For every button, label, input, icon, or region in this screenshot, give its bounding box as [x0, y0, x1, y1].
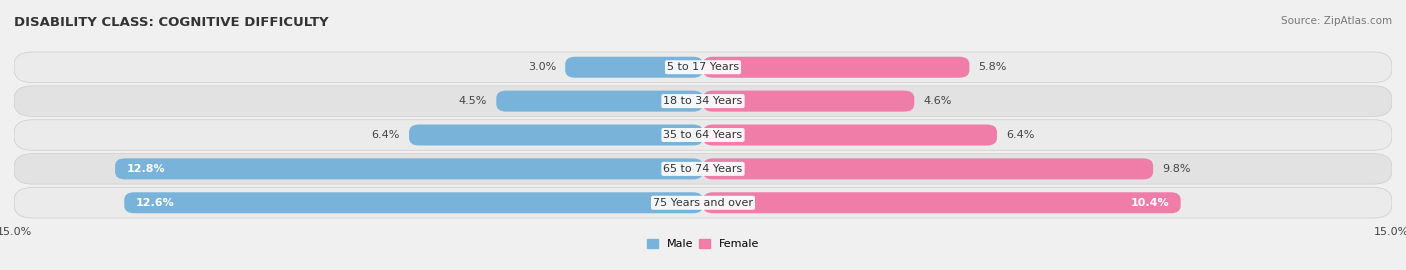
FancyBboxPatch shape	[703, 57, 969, 78]
Text: 35 to 64 Years: 35 to 64 Years	[664, 130, 742, 140]
FancyBboxPatch shape	[14, 86, 1392, 116]
FancyBboxPatch shape	[703, 192, 1181, 213]
Text: 5 to 17 Years: 5 to 17 Years	[666, 62, 740, 72]
FancyBboxPatch shape	[14, 120, 1392, 150]
Text: 12.8%: 12.8%	[127, 164, 166, 174]
FancyBboxPatch shape	[124, 192, 703, 213]
Text: 3.0%: 3.0%	[527, 62, 555, 72]
Text: DISABILITY CLASS: COGNITIVE DIFFICULTY: DISABILITY CLASS: COGNITIVE DIFFICULTY	[14, 16, 329, 29]
FancyBboxPatch shape	[703, 158, 1153, 179]
Text: 18 to 34 Years: 18 to 34 Years	[664, 96, 742, 106]
Text: 4.5%: 4.5%	[458, 96, 486, 106]
Text: 12.6%: 12.6%	[136, 198, 174, 208]
Text: 75 Years and over: 75 Years and over	[652, 198, 754, 208]
Legend: Male, Female: Male, Female	[643, 235, 763, 254]
FancyBboxPatch shape	[703, 124, 997, 146]
FancyBboxPatch shape	[14, 188, 1392, 218]
FancyBboxPatch shape	[14, 154, 1392, 184]
FancyBboxPatch shape	[409, 124, 703, 146]
Text: 5.8%: 5.8%	[979, 62, 1007, 72]
FancyBboxPatch shape	[14, 52, 1392, 82]
FancyBboxPatch shape	[703, 91, 914, 112]
Text: 65 to 74 Years: 65 to 74 Years	[664, 164, 742, 174]
FancyBboxPatch shape	[496, 91, 703, 112]
Text: 6.4%: 6.4%	[1007, 130, 1035, 140]
FancyBboxPatch shape	[115, 158, 703, 179]
Text: 10.4%: 10.4%	[1130, 198, 1170, 208]
Text: 9.8%: 9.8%	[1163, 164, 1191, 174]
Text: 4.6%: 4.6%	[924, 96, 952, 106]
Text: 6.4%: 6.4%	[371, 130, 399, 140]
FancyBboxPatch shape	[565, 57, 703, 78]
Text: Source: ZipAtlas.com: Source: ZipAtlas.com	[1281, 16, 1392, 26]
